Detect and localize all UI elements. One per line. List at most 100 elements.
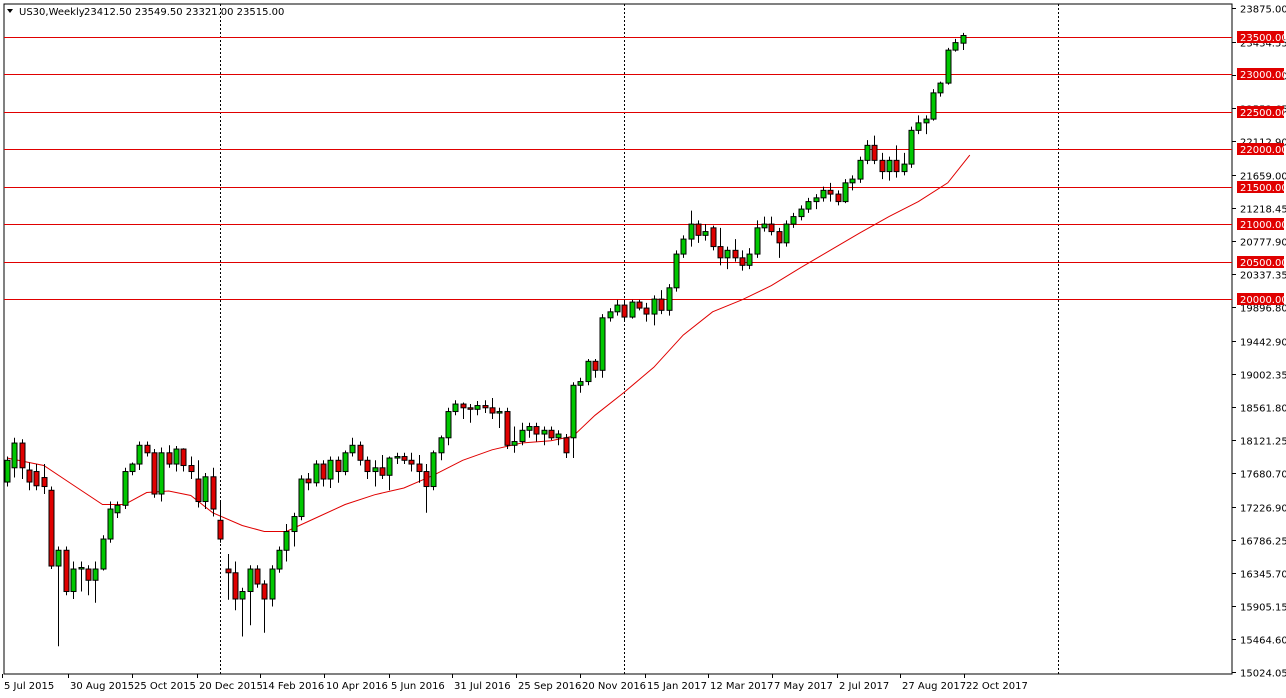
level-label-text: 22500.00 <box>1240 108 1286 119</box>
candle <box>394 452 401 465</box>
candle <box>283 524 290 562</box>
horizontal-levels <box>4 37 1232 300</box>
candle-body <box>585 360 592 383</box>
candle <box>643 302 650 322</box>
candle <box>945 47 952 85</box>
candle-body <box>438 437 445 454</box>
candle <box>386 456 393 491</box>
candle <box>372 460 379 487</box>
candle <box>783 220 790 247</box>
candle <box>180 448 187 472</box>
triangle-down-icon[interactable] <box>7 9 13 13</box>
candle <box>511 426 518 453</box>
candle-body <box>313 463 320 484</box>
candle <box>746 248 753 270</box>
x-tick-label: 20 Nov 2016 <box>582 681 646 692</box>
candle-body <box>724 249 731 259</box>
candle-body <box>232 572 239 600</box>
candle-body <box>92 568 99 581</box>
candle-body <box>629 301 636 318</box>
candle <box>717 227 724 266</box>
candle <box>864 140 871 165</box>
candle-body <box>144 444 151 454</box>
candle-body <box>19 442 26 469</box>
candle-body <box>952 42 959 51</box>
candle-body <box>908 129 915 165</box>
candle <box>688 210 695 247</box>
candle <box>55 546 62 647</box>
candle-body <box>85 568 92 581</box>
candle <box>423 464 430 513</box>
candle-body <box>452 403 459 413</box>
x-tick-label: 12 Mar 2017 <box>710 681 773 692</box>
candle <box>151 449 158 498</box>
candle <box>327 456 334 489</box>
y-tick-label: 15464.60 <box>1240 636 1286 647</box>
candle-body <box>599 317 606 371</box>
candle <box>489 398 496 420</box>
moving-average-line <box>6 154 971 532</box>
level-label-7: 20000.00 <box>1237 293 1286 306</box>
y-tick-label: 21218.45 <box>1240 205 1286 216</box>
candle-body <box>100 538 107 570</box>
x-tick-label: 25 Sep 2016 <box>518 681 581 692</box>
candle-body <box>930 92 937 120</box>
candle-body <box>55 549 62 567</box>
candle <box>48 486 55 570</box>
candle <box>673 250 680 292</box>
candle-body <box>673 253 680 289</box>
candle <box>85 565 92 596</box>
candle <box>937 81 944 97</box>
level-label-bg <box>1237 256 1284 268</box>
candle-body <box>857 159 864 180</box>
level-label-1: 23000.00 <box>1237 68 1286 81</box>
candle <box>629 299 636 319</box>
candle <box>313 460 320 487</box>
candle-body <box>423 471 430 488</box>
y-tick-label: 17680.70 <box>1240 470 1286 481</box>
x-tick-label: 22 Oct 2017 <box>966 681 1028 692</box>
candle <box>357 441 364 466</box>
candle-body <box>710 227 717 248</box>
candle <box>842 179 849 204</box>
candle-body <box>533 426 540 435</box>
candle <box>445 407 452 446</box>
x-tick-label: 2 Jul 2017 <box>839 681 889 692</box>
candle-body <box>636 301 643 309</box>
candle-body <box>570 384 577 439</box>
candle-body <box>195 478 202 503</box>
candle-body <box>467 407 474 410</box>
candle-body <box>63 549 70 593</box>
level-label-text: 22000.00 <box>1240 145 1286 156</box>
candle <box>416 455 423 483</box>
candle-body <box>305 478 312 484</box>
candle-body <box>489 407 496 414</box>
level-label-3: 22000.00 <box>1237 143 1286 156</box>
candle-body <box>261 583 268 600</box>
candle-body <box>893 159 900 173</box>
candle-body <box>790 216 797 225</box>
candle <box>930 89 937 121</box>
candle-body <box>33 471 40 487</box>
candle-body <box>129 463 136 473</box>
y-tick-label: 23434.55 <box>1240 39 1286 50</box>
candle-body <box>78 567 85 570</box>
candle-body <box>4 459 11 483</box>
candle <box>533 422 540 442</box>
level-label-bg <box>1237 143 1284 155</box>
candle-body <box>320 463 327 480</box>
candle <box>577 377 584 393</box>
y-tick-label: 21659.00 <box>1240 172 1286 183</box>
candle-body <box>871 144 878 161</box>
candle-body <box>107 508 114 540</box>
candle <box>548 426 555 441</box>
candle-body <box>761 223 768 229</box>
candle-body <box>70 568 77 593</box>
candle-body <box>879 159 886 173</box>
level-labels: 23500.00 23000.00 22500.00 22000.00 21500.00… <box>1237 31 1286 306</box>
x-tick-label: 5 Jul 2015 <box>4 681 54 692</box>
candle <box>923 115 930 135</box>
candle <box>349 437 356 457</box>
candle-body <box>225 568 232 574</box>
